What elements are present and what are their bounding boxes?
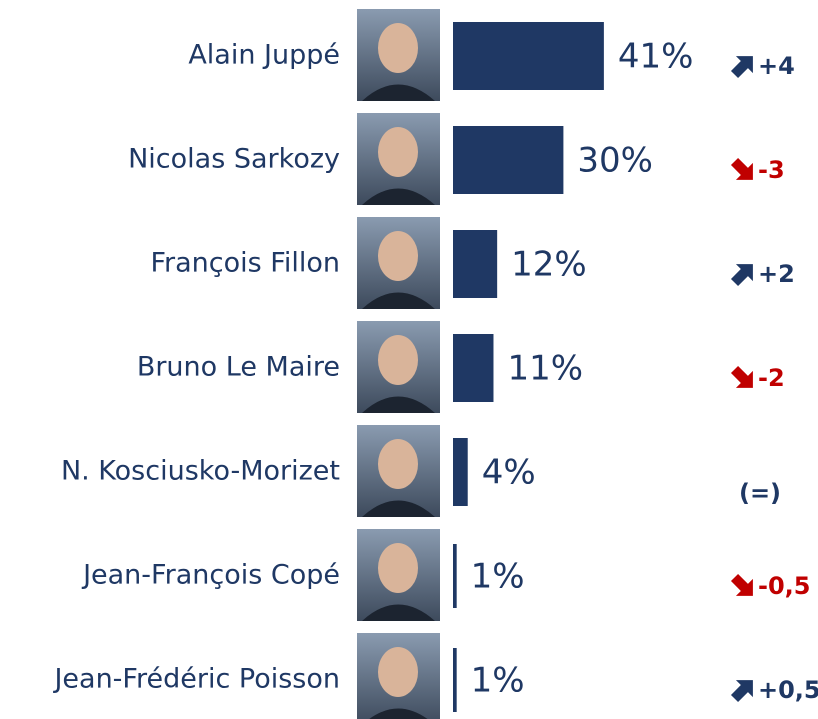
candidate-name: François Fillon xyxy=(150,248,340,279)
photo-face xyxy=(378,543,418,593)
change-label: -2 xyxy=(758,364,785,392)
photo-face xyxy=(378,23,418,73)
candidate-name: Alain Juppé xyxy=(188,40,340,71)
chart: Alain Juppé 41% +4 Nicolas Sarkozy 30% -3 Fran… xyxy=(0,0,818,719)
change-arrow xyxy=(726,256,761,291)
bar xyxy=(453,22,604,90)
change-arrow xyxy=(726,361,761,396)
change-arrow xyxy=(726,48,761,83)
value-label: 30% xyxy=(577,141,653,181)
change-label: +0,5 xyxy=(758,676,818,704)
candidate-name: N. Kosciusko-Morizet xyxy=(61,456,340,487)
photo-face xyxy=(378,335,418,385)
value-label: 41% xyxy=(618,37,694,77)
candidate-name: Nicolas Sarkozy xyxy=(128,144,340,175)
change-label: -3 xyxy=(758,156,785,184)
value-label: 11% xyxy=(507,349,583,389)
bar xyxy=(453,334,493,402)
bar xyxy=(453,648,457,712)
bar xyxy=(453,230,497,298)
change-arrow xyxy=(726,153,761,188)
candidate-name: Jean-François Copé xyxy=(81,560,340,591)
value-label: 1% xyxy=(471,661,525,701)
change-arrow xyxy=(726,569,761,604)
value-label: 1% xyxy=(471,557,525,597)
photo-face xyxy=(378,439,418,489)
change-label: +4 xyxy=(758,52,795,80)
change-arrow xyxy=(726,672,761,707)
bar xyxy=(453,438,468,506)
candidate-name: Bruno Le Maire xyxy=(137,352,340,383)
change-label: +2 xyxy=(758,260,795,288)
value-label: 12% xyxy=(511,245,587,285)
bar xyxy=(453,126,563,194)
change-label: (=) xyxy=(739,479,781,507)
change-label: -0,5 xyxy=(758,572,810,600)
photo-face xyxy=(378,231,418,281)
photo-face xyxy=(378,647,418,697)
bar xyxy=(453,544,457,608)
value-label: 4% xyxy=(482,453,536,493)
candidate-name: Jean-Frédéric Poisson xyxy=(52,664,340,695)
photo-face xyxy=(378,127,418,177)
